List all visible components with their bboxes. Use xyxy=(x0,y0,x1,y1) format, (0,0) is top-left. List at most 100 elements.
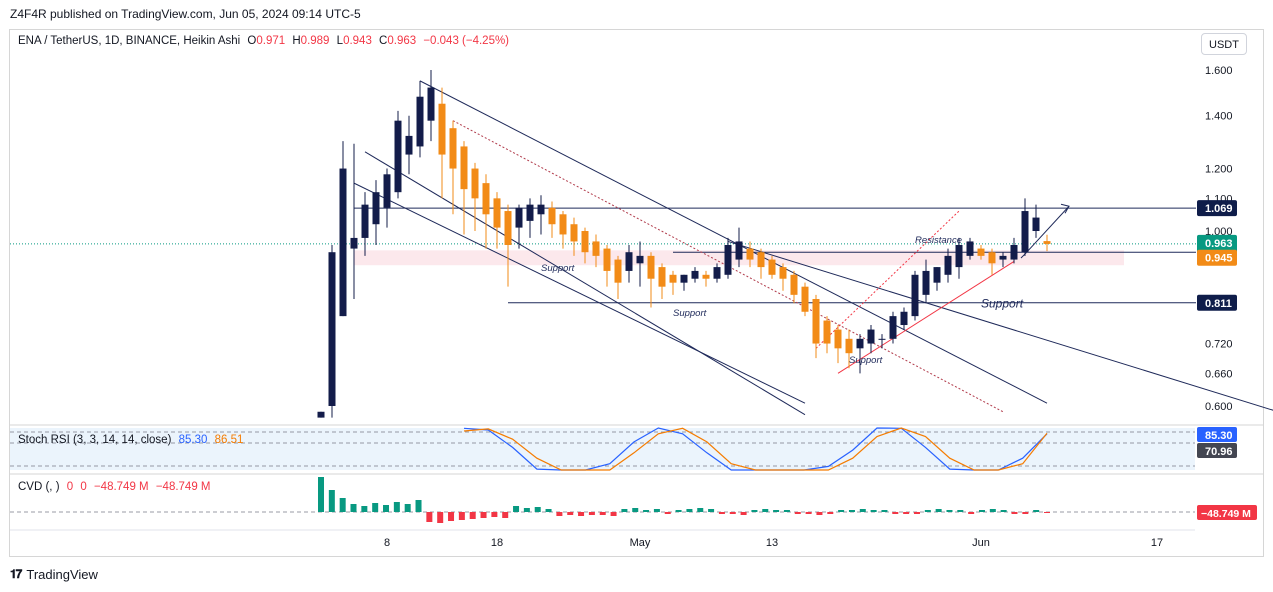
symbol-legend[interactable]: ENA / TetherUS, 1D, BINANCE, Heikin Ashi… xyxy=(18,35,509,47)
candle-body-25 xyxy=(592,241,600,256)
candle-body-60 xyxy=(977,248,985,256)
time-axis: 818May13Jun17Jul15 xyxy=(10,529,1195,549)
cvd-bar-34 xyxy=(686,509,693,512)
price-tick-1: 1.400 xyxy=(1205,111,1233,123)
candle-body-44 xyxy=(801,286,809,312)
cvd-bar-41 xyxy=(762,509,769,512)
candles xyxy=(317,70,1051,418)
price-axis: 1.6001.4001.2001.1001.0000.7200.6600.600… xyxy=(1197,65,1257,520)
candle-body-30 xyxy=(647,255,655,279)
candle-body-54 xyxy=(911,274,919,317)
cvd-bar-39 xyxy=(740,512,747,515)
axis-label-1069: 1.069 xyxy=(1205,203,1233,215)
price-tick-7: 0.600 xyxy=(1205,401,1233,413)
change-value: −0.043 (−4.25%) xyxy=(423,35,510,47)
stoch-rsi-label: Stoch RSI (3, 3, 14, 14, close) xyxy=(18,434,172,446)
cvd-axis-bg xyxy=(1197,505,1257,520)
high-value: 0.989 xyxy=(300,35,330,47)
cvd-bar-13 xyxy=(458,512,465,520)
annotation-4: Support xyxy=(981,296,1024,310)
close-label: C xyxy=(379,35,388,47)
rising-resistance-line xyxy=(815,210,960,349)
candle-body-42 xyxy=(779,267,787,279)
cvd-bar-52 xyxy=(881,510,888,512)
cvd-bar-42 xyxy=(773,510,780,512)
time-tick-0: 8 xyxy=(384,537,390,549)
cvd-bar-17 xyxy=(502,512,509,518)
cvd-bar-5 xyxy=(372,503,379,512)
cvd-bar-43 xyxy=(783,510,790,512)
cvd-bar-2 xyxy=(339,498,346,512)
candle-body-1 xyxy=(328,252,336,406)
cvd-legend[interactable]: CVD (, ) 0 0 −48.749 M −48.749 M xyxy=(18,481,211,493)
stoch-d-axis-label: 70.96 xyxy=(1205,446,1233,458)
price-tick-5: 0.720 xyxy=(1205,339,1233,351)
cvd-bar-35 xyxy=(697,508,704,512)
candle-body-18 xyxy=(515,207,523,228)
cvd-bar-27 xyxy=(610,512,617,516)
high-label: H xyxy=(292,35,301,47)
cvd-axis-label: −48.749 M xyxy=(1201,508,1251,520)
candle-body-46 xyxy=(823,320,831,344)
cvd-high: 0 xyxy=(80,481,87,493)
stoch-rsi-legend[interactable]: Stoch RSI (3, 3, 14, 14, close) 85.30 86… xyxy=(18,434,243,446)
candle-body-66 xyxy=(1043,241,1051,244)
candle-body-12 xyxy=(449,128,457,169)
cvd-low: −48.749 M xyxy=(93,481,149,493)
candle-body-58 xyxy=(955,244,963,268)
price-tick-0: 1.600 xyxy=(1205,65,1233,77)
published-header: Z4F4R published on TradingView.com, Jun … xyxy=(10,7,361,21)
cvd-bar-28 xyxy=(621,509,628,512)
cvd-bar-0 xyxy=(318,477,324,512)
candle-body-26 xyxy=(603,248,611,271)
time-tick-4: Jun xyxy=(972,537,990,549)
cvd-bar-29 xyxy=(632,508,639,512)
cvd-bar-31 xyxy=(653,509,660,512)
candle-body-6 xyxy=(383,174,391,208)
candle-body-15 xyxy=(482,183,490,215)
cvd-bar-23 xyxy=(567,512,574,515)
cvd-bar-10 xyxy=(426,512,433,522)
chart-frame xyxy=(9,29,1264,557)
cvd-bar-22 xyxy=(556,512,563,516)
candle-body-19 xyxy=(526,204,534,221)
cvd-bar-8 xyxy=(404,504,411,512)
low-label: L xyxy=(336,35,344,47)
axis-label-1069-bg xyxy=(1197,200,1237,217)
candle-body-33 xyxy=(680,274,688,283)
cvd-bar-40 xyxy=(751,510,758,512)
candle-body-55 xyxy=(922,270,930,295)
cvd-bar-47 xyxy=(827,512,834,514)
cvd-bar-51 xyxy=(870,510,877,512)
channel-lower-line xyxy=(364,151,806,416)
currency-button[interactable]: USDT xyxy=(1201,33,1247,55)
rising-support-line xyxy=(837,261,1015,374)
cvd-bar-1 xyxy=(328,490,335,512)
candle-body-50 xyxy=(867,329,875,344)
stoch-k-axis-label: 85.30 xyxy=(1205,430,1233,442)
candle-body-14 xyxy=(471,168,479,199)
cvd-bar-30 xyxy=(643,510,650,512)
cvd-bar-46 xyxy=(816,512,823,515)
candle-body-23 xyxy=(570,224,578,242)
cvd-bar-6 xyxy=(383,505,390,512)
candle-body-13 xyxy=(460,146,468,190)
annotation-0: Support xyxy=(541,263,575,274)
grid xyxy=(10,243,1263,475)
candle-body-17 xyxy=(504,211,512,245)
candle-body-64 xyxy=(1021,211,1029,253)
cvd-bar-21 xyxy=(545,509,552,512)
cvd-bar-65 xyxy=(1022,512,1029,514)
cvd-bar-58 xyxy=(946,510,953,512)
cvd-bar-48 xyxy=(838,510,845,512)
axis-label-0811-bg xyxy=(1197,294,1237,311)
cvd-bar-26 xyxy=(599,512,606,515)
stoch-k-axis-bg xyxy=(1197,427,1237,442)
candle-body-10 xyxy=(427,87,435,121)
cvd-bar-33 xyxy=(675,510,682,512)
footer-brand[interactable]: 𝟏𝟕 TradingView xyxy=(10,567,98,582)
cvd-bar-16 xyxy=(491,512,498,517)
projection-arrow-head-icon xyxy=(1060,203,1070,214)
cvd-bar-56 xyxy=(924,510,931,512)
